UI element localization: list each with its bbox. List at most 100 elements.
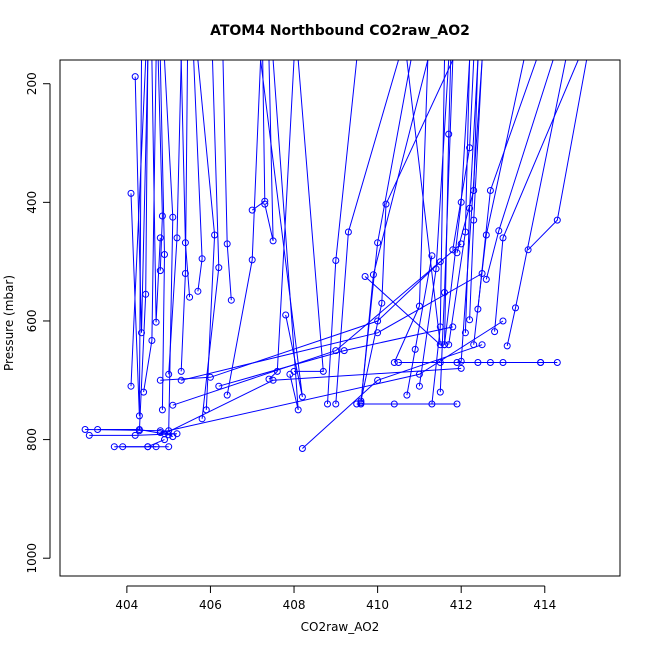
x-tick-label-0: 404 <box>115 598 138 612</box>
data-point-30-2 <box>457 240 465 248</box>
data-point-56-1 <box>495 227 503 235</box>
data-point-9-0 <box>127 382 135 390</box>
data-point-47-1 <box>445 130 453 138</box>
data-point-5-0 <box>144 443 152 451</box>
series-line-16 <box>180 60 188 372</box>
data-point-14-1 <box>169 213 177 221</box>
data-point-18-0 <box>194 287 202 295</box>
data-point-23-1 <box>248 256 256 264</box>
data-point-57-0 <box>491 328 499 336</box>
series-line-53 <box>469 60 483 320</box>
data-point-19-0 <box>202 406 210 414</box>
data-point-0-0 <box>81 426 89 433</box>
series-line-36 <box>327 60 358 405</box>
series-line-11 <box>151 60 161 323</box>
y-tick-label-2: 600 <box>25 310 39 333</box>
data-point-54-1 <box>482 231 490 239</box>
x-tick-label-3: 410 <box>366 598 389 612</box>
data-point-41-1 <box>436 341 444 349</box>
data-point-16-1 <box>181 270 189 277</box>
x-tick-label-2: 408 <box>283 598 306 612</box>
series-line-12 <box>157 60 163 271</box>
series-line-55 <box>477 60 537 310</box>
data-point-1-2 <box>173 430 181 438</box>
data-point-55-1 <box>486 187 494 194</box>
data-point-63-0 <box>499 359 507 366</box>
data-point-23-0 <box>223 391 231 399</box>
data-point-59-0 <box>524 246 532 254</box>
data-point-1-1 <box>131 431 139 439</box>
series-line-8 <box>138 60 149 431</box>
data-point-10-0 <box>140 388 148 396</box>
data-point-43-2 <box>428 252 436 260</box>
series-line-58 <box>506 60 567 347</box>
data-point-48-0 <box>441 341 448 349</box>
data-point-29-0 <box>156 376 164 384</box>
data-point-33-0 <box>215 382 223 390</box>
data-point-36-1 <box>332 257 340 264</box>
data-point-55-0 <box>474 305 482 313</box>
data-point-28-0 <box>290 367 298 375</box>
data-point-6-1 <box>138 329 145 337</box>
data-point-2-2 <box>165 431 173 439</box>
data-point-58-1 <box>512 304 519 312</box>
series-line-28 <box>294 60 324 372</box>
data-point-49-1 <box>461 228 469 236</box>
data-point-42-0 <box>390 359 398 366</box>
series-line-39 <box>360 60 429 405</box>
data-point-25-1 <box>273 367 281 375</box>
data-point-29-2 <box>374 317 382 325</box>
data-point-22-1 <box>261 197 269 205</box>
series-line-6 <box>134 60 149 333</box>
data-point-13-1 <box>161 251 168 258</box>
data-point-28-1 <box>319 367 327 375</box>
data-point-52-0 <box>461 329 469 337</box>
data-point-22-0 <box>248 206 256 214</box>
series-line-35 <box>302 344 483 449</box>
data-point-30-0 <box>169 401 177 409</box>
data-point-63-1 <box>537 359 545 366</box>
series-line-9 <box>130 60 147 387</box>
data-point-43-1 <box>411 345 419 353</box>
data-point-50-1 <box>466 144 474 152</box>
data-point-60-0 <box>453 359 461 366</box>
data-point-43-0 <box>403 391 411 399</box>
series-line-32 <box>160 320 504 433</box>
data-point-33-2 <box>449 323 457 331</box>
data-point-59-1 <box>553 216 561 224</box>
data-point-24-1 <box>269 237 277 245</box>
data-point-21-0 <box>227 296 235 304</box>
data-point-37-1 <box>344 228 352 236</box>
series-line-37 <box>335 60 399 405</box>
data-point-7-0 <box>127 189 135 197</box>
data-point-46-0 <box>436 388 444 396</box>
data-point-6-0 <box>131 73 139 81</box>
data-point-53-0 <box>466 316 474 324</box>
data-point-44-1 <box>432 265 440 273</box>
series-line-30 <box>172 243 462 406</box>
data-point-61-0 <box>395 359 402 366</box>
data-point-24-0 <box>261 200 269 208</box>
data-point-26-0 <box>282 311 290 319</box>
series-line-43 <box>406 255 433 396</box>
data-point-44-0 <box>415 382 423 390</box>
y-tick-label-1: 400 <box>25 191 39 214</box>
series-line-59 <box>527 60 588 251</box>
data-point-58-0 <box>503 342 511 350</box>
data-point-51-0 <box>453 249 461 257</box>
data-point-57-1 <box>499 234 507 242</box>
plot-frame <box>59 59 621 577</box>
data-point-32-2 <box>499 317 507 325</box>
data-point-48-1 <box>457 198 465 206</box>
data-point-25-0 <box>265 375 273 383</box>
series-line-44 <box>418 60 450 387</box>
data-point-7-1 <box>135 412 143 420</box>
x-tick-label-5: 414 <box>533 598 556 612</box>
data-point-11-0 <box>156 234 164 242</box>
series-line-18 <box>193 60 203 292</box>
data-point-11-1 <box>152 318 160 326</box>
y-axis-title: Pressure (mbar) <box>2 275 16 371</box>
series-line-20 <box>201 60 220 419</box>
data-point-40-2 <box>382 200 390 208</box>
